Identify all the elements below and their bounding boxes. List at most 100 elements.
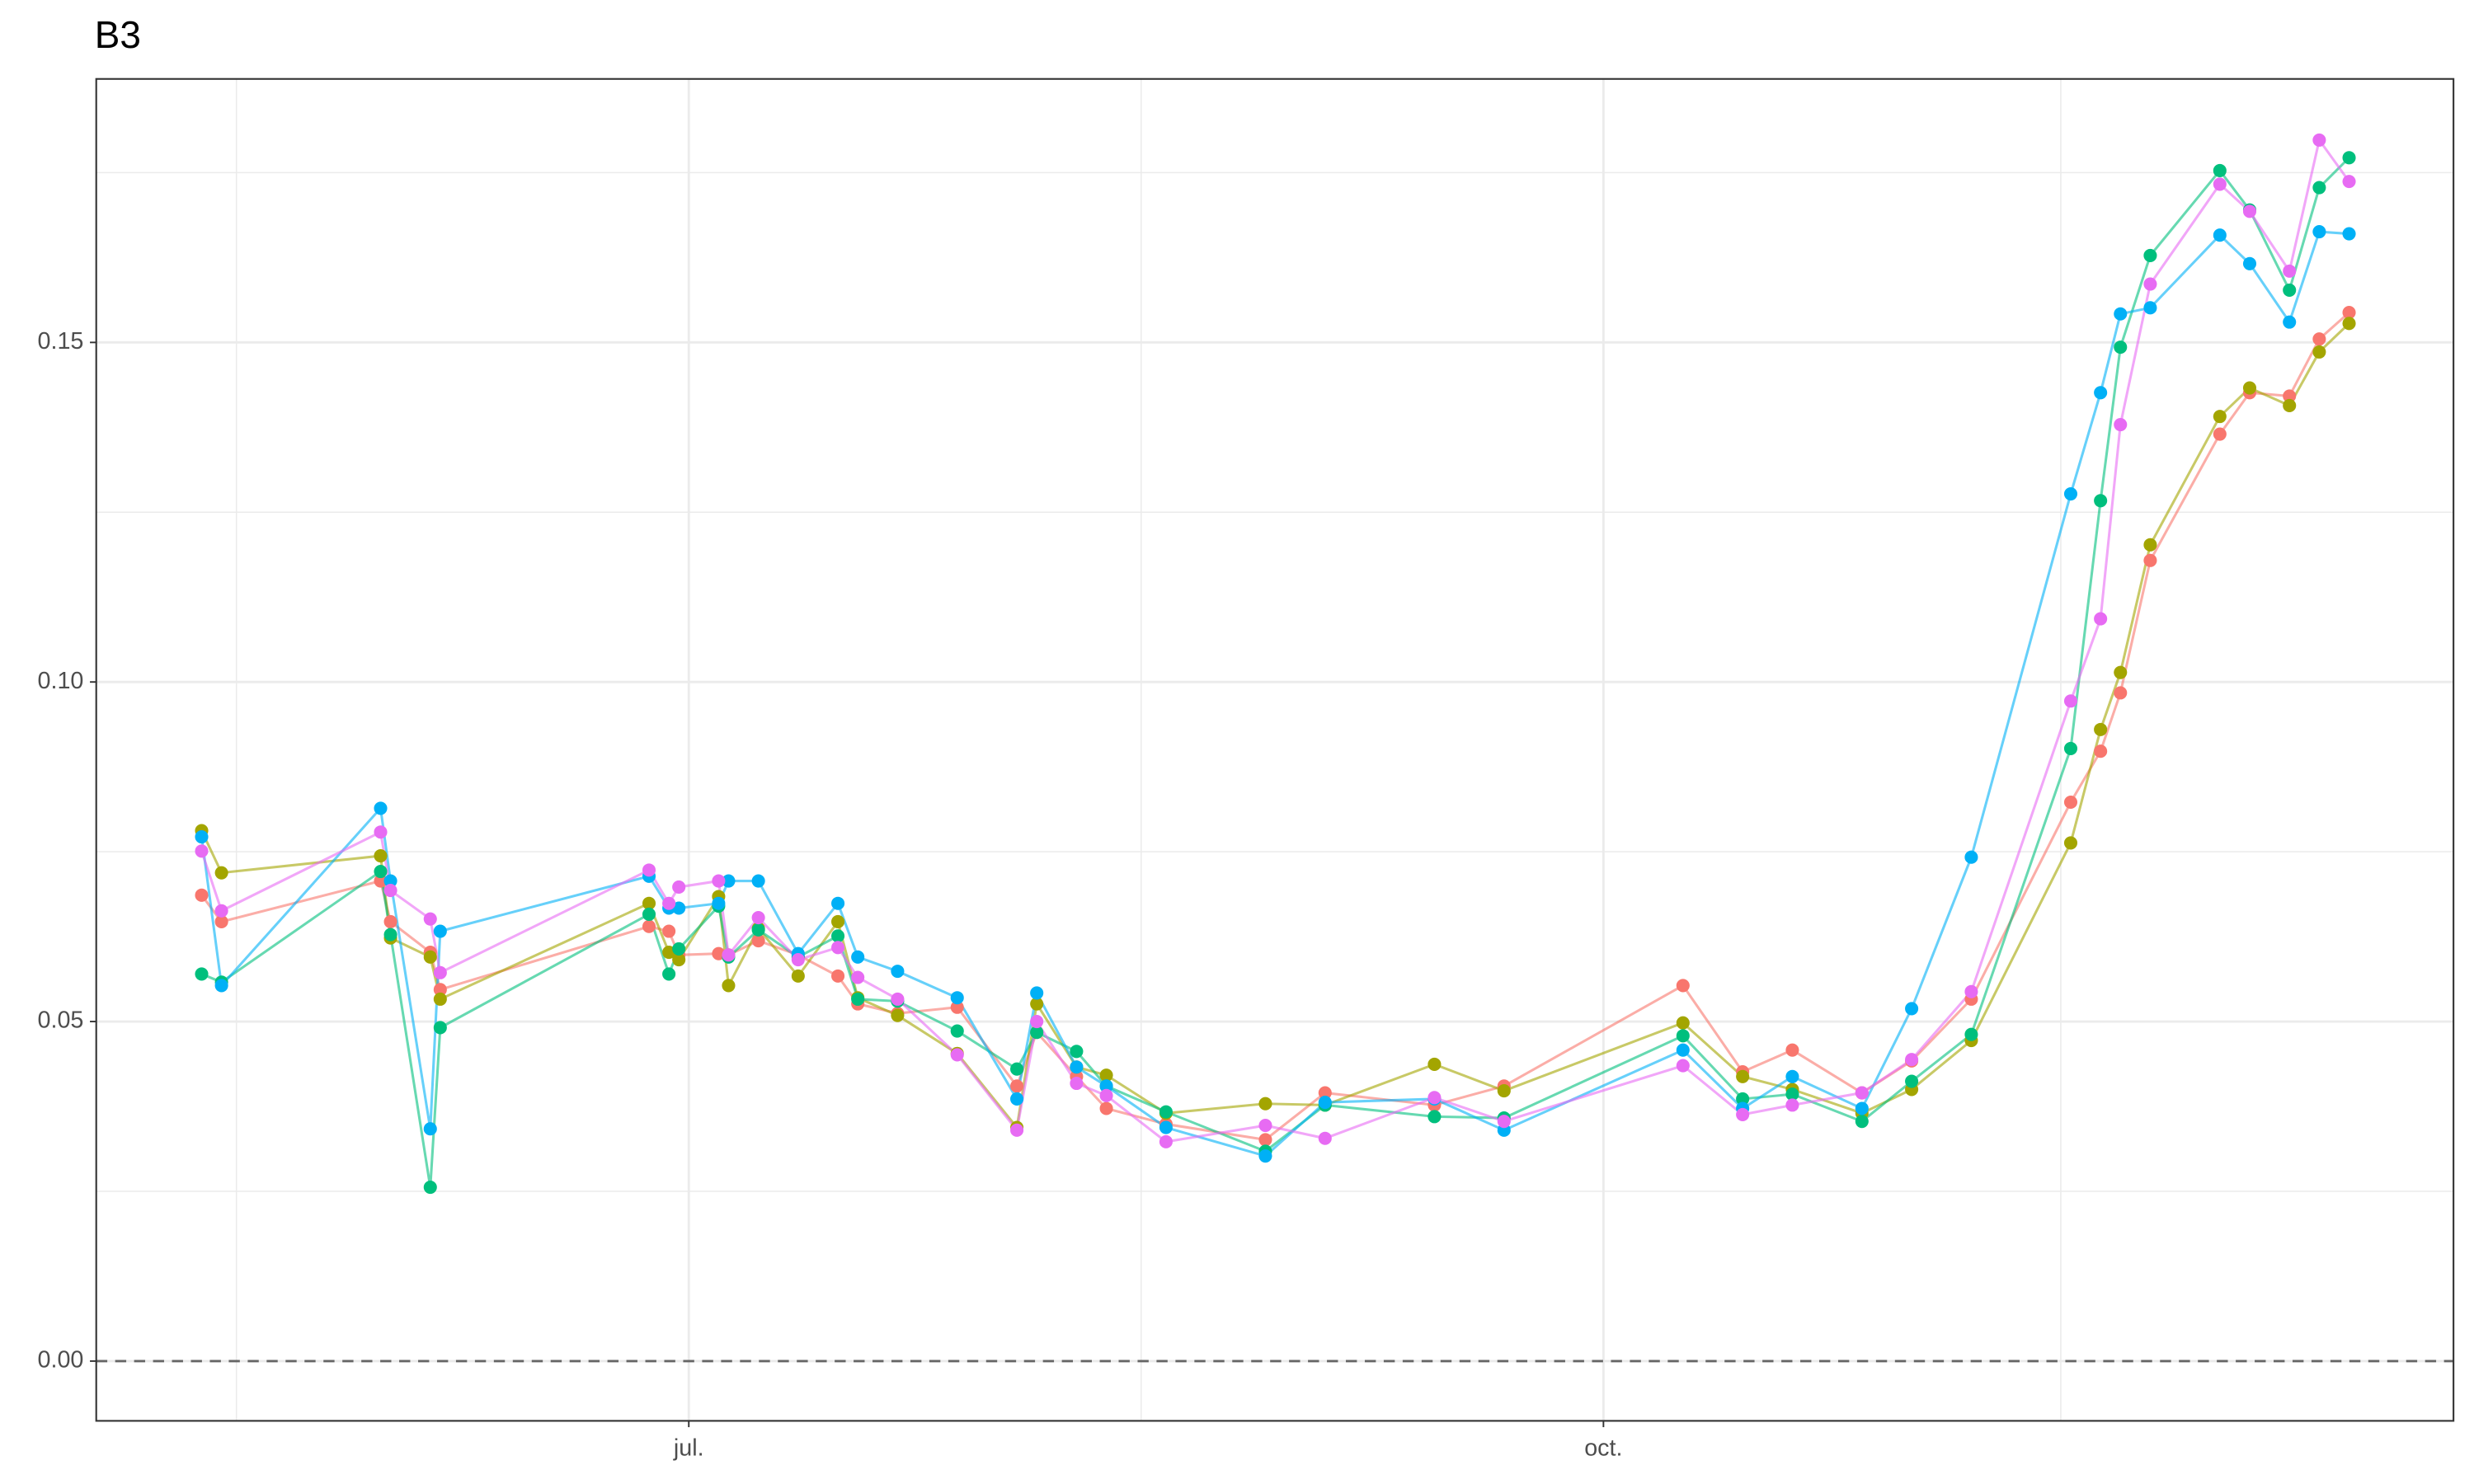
data-point bbox=[2213, 163, 2227, 177]
data-point bbox=[1497, 1115, 1511, 1129]
data-point bbox=[195, 888, 209, 902]
data-point bbox=[1159, 1134, 1173, 1148]
data-point bbox=[1964, 984, 1978, 998]
data-point bbox=[1258, 1149, 1272, 1163]
data-point bbox=[2063, 836, 2078, 850]
data-point bbox=[383, 914, 397, 929]
data-point bbox=[2143, 301, 2157, 315]
data-point bbox=[2094, 612, 2108, 626]
data-point bbox=[1676, 1043, 1690, 1057]
data-point bbox=[1099, 1068, 1113, 1082]
data-point bbox=[891, 965, 905, 979]
data-point bbox=[950, 1000, 964, 1014]
data-point bbox=[1964, 850, 1978, 864]
data-point bbox=[1855, 1101, 1869, 1115]
data-point bbox=[1010, 1079, 1024, 1093]
data-point bbox=[433, 992, 447, 1006]
data-point bbox=[2312, 181, 2326, 195]
data-point bbox=[374, 801, 388, 815]
data-point bbox=[433, 1021, 447, 1035]
data-point bbox=[1427, 1057, 1442, 1071]
y-tick-label: 0.00 bbox=[38, 1346, 84, 1373]
data-point bbox=[2283, 264, 2297, 278]
series-line bbox=[200, 322, 2350, 1131]
data-point bbox=[2312, 332, 2326, 346]
data-point bbox=[1736, 1069, 1750, 1083]
data-point bbox=[214, 979, 228, 993]
data-point bbox=[1258, 1133, 1272, 1147]
data-point bbox=[2143, 248, 2157, 262]
data-point bbox=[2143, 538, 2157, 552]
data-point bbox=[195, 844, 209, 858]
data-point bbox=[2063, 486, 2078, 501]
data-point bbox=[2312, 133, 2326, 147]
data-point bbox=[672, 901, 686, 915]
data-point bbox=[1070, 1045, 1084, 1059]
y-tick-label: 0.05 bbox=[38, 1007, 84, 1034]
data-point bbox=[1318, 1086, 1332, 1100]
data-point bbox=[2283, 283, 2297, 297]
data-point bbox=[1676, 1016, 1690, 1030]
data-point bbox=[2283, 389, 2297, 403]
data-point bbox=[722, 948, 736, 962]
data-point bbox=[2063, 741, 2078, 755]
series-line bbox=[200, 137, 2350, 1144]
data-point bbox=[195, 829, 209, 844]
y-tick-label: 0.15 bbox=[38, 328, 84, 355]
data-point bbox=[791, 953, 805, 967]
data-point bbox=[214, 904, 228, 918]
data-point bbox=[1905, 1002, 1919, 1016]
data-point bbox=[1855, 1115, 1869, 1129]
data-point bbox=[2242, 204, 2257, 218]
data-point bbox=[662, 967, 676, 981]
data-point bbox=[831, 929, 845, 943]
data-point bbox=[662, 896, 676, 910]
data-point bbox=[1427, 1110, 1442, 1124]
data-point bbox=[2114, 665, 2128, 679]
data-point bbox=[2063, 795, 2078, 810]
data-point bbox=[1736, 1107, 1750, 1121]
data-point bbox=[851, 970, 865, 984]
data-point bbox=[722, 874, 736, 888]
data-point bbox=[751, 910, 765, 925]
data-point bbox=[433, 983, 447, 997]
data-point bbox=[1010, 1062, 1024, 1076]
data-point bbox=[1070, 1060, 1084, 1074]
data-point bbox=[1010, 1123, 1024, 1137]
data-point bbox=[642, 896, 656, 910]
data-point bbox=[374, 864, 388, 879]
data-point bbox=[2312, 225, 2326, 239]
data-point bbox=[1905, 1074, 1919, 1088]
data-point bbox=[950, 1048, 964, 1062]
data-point bbox=[1676, 1059, 1690, 1073]
series-line bbox=[200, 311, 2350, 1142]
data-point bbox=[2213, 410, 2227, 424]
panel-border bbox=[95, 77, 2455, 1422]
data-point bbox=[383, 928, 397, 942]
data-point bbox=[2213, 177, 2227, 191]
data-point bbox=[2213, 427, 2227, 441]
data-point bbox=[2114, 307, 2128, 321]
chart-title: B3 bbox=[95, 13, 141, 56]
data-point bbox=[1785, 1043, 1799, 1057]
data-point bbox=[1258, 1119, 1272, 1133]
data-point bbox=[662, 945, 676, 960]
data-point bbox=[950, 991, 964, 1005]
data-point bbox=[950, 1024, 964, 1038]
data-point bbox=[2143, 553, 2157, 567]
data-point bbox=[1258, 1097, 1272, 1111]
data-point bbox=[1785, 1098, 1799, 1112]
data-point bbox=[672, 953, 686, 967]
data-point bbox=[751, 923, 765, 937]
data-point bbox=[2213, 228, 2227, 242]
data-point bbox=[712, 896, 726, 910]
data-point bbox=[2143, 277, 2157, 291]
data-point bbox=[2283, 398, 2297, 412]
data-point bbox=[791, 969, 805, 983]
data-point bbox=[1159, 1105, 1173, 1119]
data-point bbox=[433, 924, 447, 938]
data-point bbox=[1030, 997, 1044, 1011]
data-point bbox=[831, 969, 845, 983]
